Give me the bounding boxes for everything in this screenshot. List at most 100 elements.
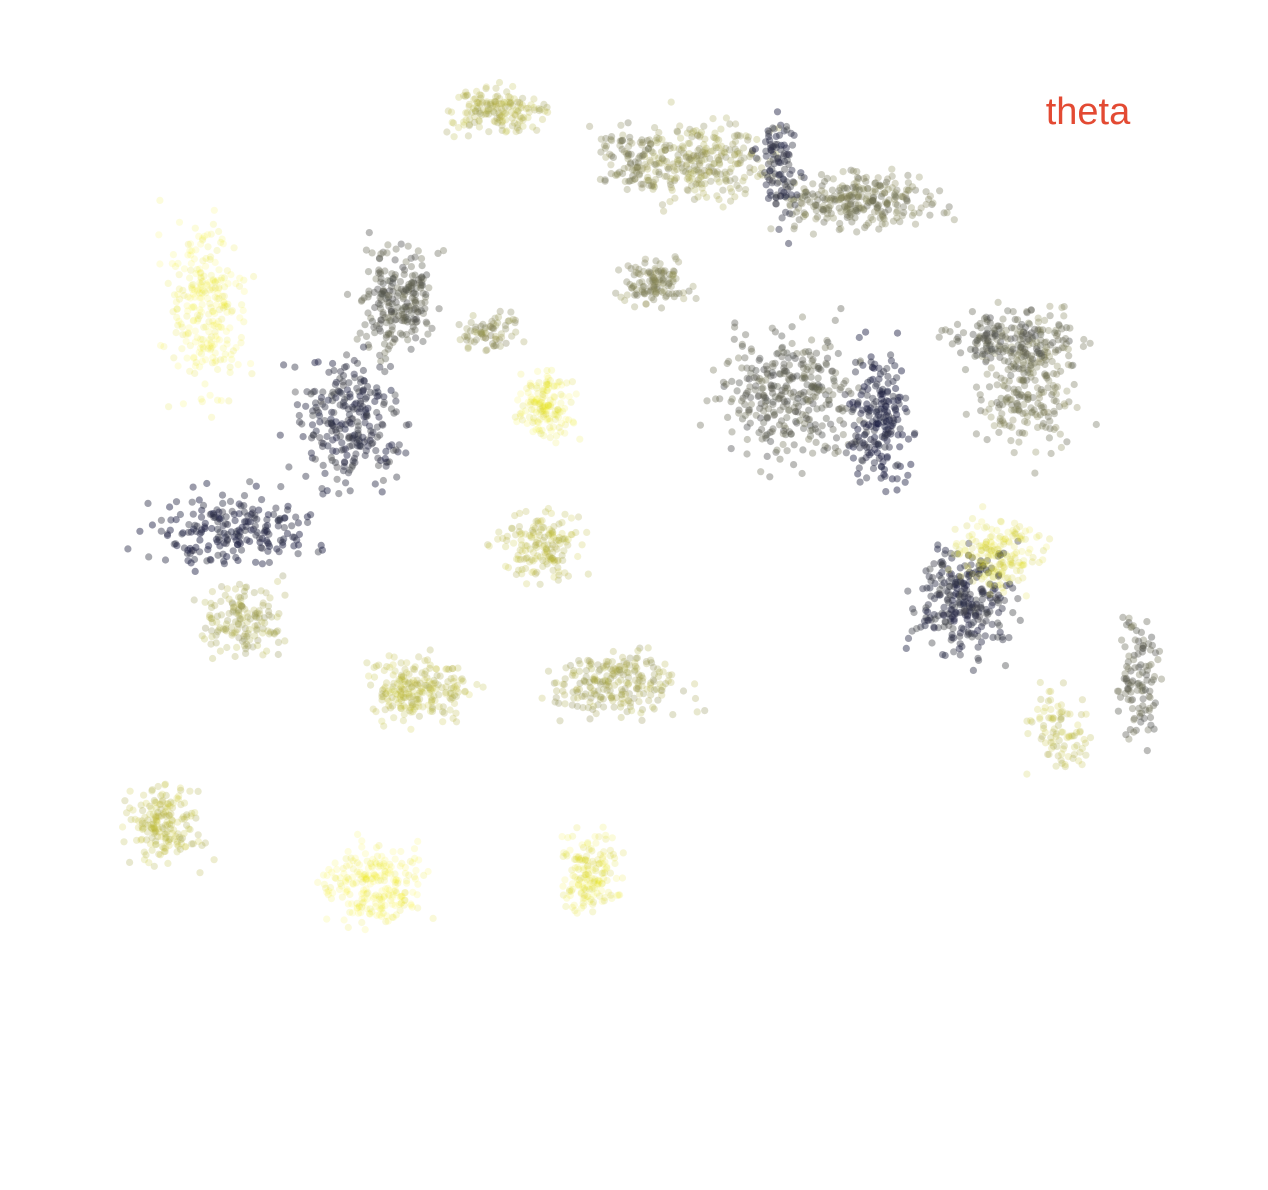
scatter-point (280, 524, 288, 532)
scatter-point (1009, 345, 1017, 353)
scatter-point (402, 330, 410, 339)
scatter-point (1040, 722, 1048, 730)
scatter-point (628, 707, 636, 715)
scatter-point (195, 265, 204, 273)
scatter-point (219, 499, 227, 507)
scatter-point (830, 195, 838, 203)
scatter-point (211, 328, 219, 336)
scatter-point (166, 526, 174, 534)
scatter-point (951, 580, 959, 588)
scatter-point (348, 441, 356, 449)
scatter-point (940, 209, 948, 217)
scatter-point (655, 159, 663, 167)
scatter-point (763, 452, 771, 460)
scatter-point (854, 174, 863, 183)
scatter-point (482, 110, 491, 118)
scatter-point (775, 395, 783, 403)
scatter-point (746, 153, 754, 161)
scatter-point (679, 144, 688, 152)
scatter-point (878, 395, 886, 403)
scatter-point (909, 605, 917, 613)
scatter-point (769, 148, 777, 156)
scatter-point (191, 369, 199, 377)
scatter-point (535, 419, 543, 427)
scatter-point (757, 468, 765, 476)
scatter-point (197, 283, 205, 291)
scatter-point (884, 185, 892, 193)
scatter-point (567, 398, 575, 406)
scatter-point (263, 528, 271, 536)
scatter-point (647, 288, 655, 296)
scatter-point (936, 586, 944, 594)
scatter-point (638, 706, 647, 714)
scatter-point (866, 406, 874, 414)
scatter-point (577, 889, 585, 898)
scatter-point (890, 191, 899, 199)
scatter-point (693, 154, 701, 162)
scatter-point (508, 524, 516, 532)
scatter-point (938, 609, 946, 617)
scatter-point (329, 388, 337, 396)
scatter-point (612, 289, 620, 297)
scatter-point (733, 160, 742, 168)
scatter-point (814, 191, 822, 199)
scatter-point (641, 259, 649, 267)
scatter-point (630, 694, 638, 702)
scatter-point (939, 651, 947, 659)
scatter-point (714, 143, 723, 152)
scatter-point (543, 103, 551, 111)
scatter-point (648, 294, 656, 302)
scatter-point (308, 421, 317, 429)
scatter-point (977, 585, 985, 594)
scatter-point (762, 398, 770, 406)
scatter-point (356, 404, 365, 413)
scatter-point (798, 200, 806, 208)
scatter-point (762, 362, 771, 370)
scatter-point (376, 320, 384, 328)
scatter-point (218, 491, 227, 499)
scatter-point (530, 95, 538, 103)
scatter-point (383, 291, 391, 299)
scatter-point (860, 205, 868, 213)
scatter-point (938, 581, 946, 590)
scatter-point (679, 167, 688, 175)
scatter-point (532, 426, 540, 434)
scatter-point (158, 812, 166, 820)
scatter-point (813, 388, 821, 396)
scatter-point (891, 362, 899, 370)
scatter-point (694, 193, 702, 201)
scatter-point (709, 115, 717, 123)
scatter-point (220, 560, 228, 568)
scatter-point (719, 203, 727, 211)
scatter-point (922, 607, 930, 615)
scatter-point (539, 404, 547, 412)
scatter-point (763, 365, 771, 373)
scatter-point (161, 781, 169, 789)
scatter-point (587, 694, 595, 702)
scatter-point (818, 431, 826, 439)
scatter-point (172, 298, 180, 306)
scatter-point (545, 415, 553, 423)
scatter-point (679, 289, 687, 297)
scatter-point (533, 395, 542, 403)
scatter-point (219, 550, 227, 558)
scatter-point (694, 151, 702, 159)
scatter-point (418, 279, 426, 287)
scatter-point (1004, 528, 1012, 536)
scatter-point (843, 206, 851, 214)
scatter-point (564, 572, 573, 580)
scatter-point (861, 440, 869, 448)
scatter-point (197, 350, 206, 358)
scatter-point (311, 387, 319, 395)
scatter-point (609, 647, 617, 656)
scatter-point (374, 454, 382, 462)
scatter-point (184, 546, 192, 554)
scatter-point (198, 278, 206, 286)
scatter-point (947, 549, 955, 558)
scatter-point (507, 108, 516, 116)
scatter-point (575, 657, 583, 665)
scatter-point (807, 367, 815, 375)
scatter-point (716, 395, 724, 403)
scatter-point (686, 155, 694, 163)
scatter-point (803, 365, 811, 373)
